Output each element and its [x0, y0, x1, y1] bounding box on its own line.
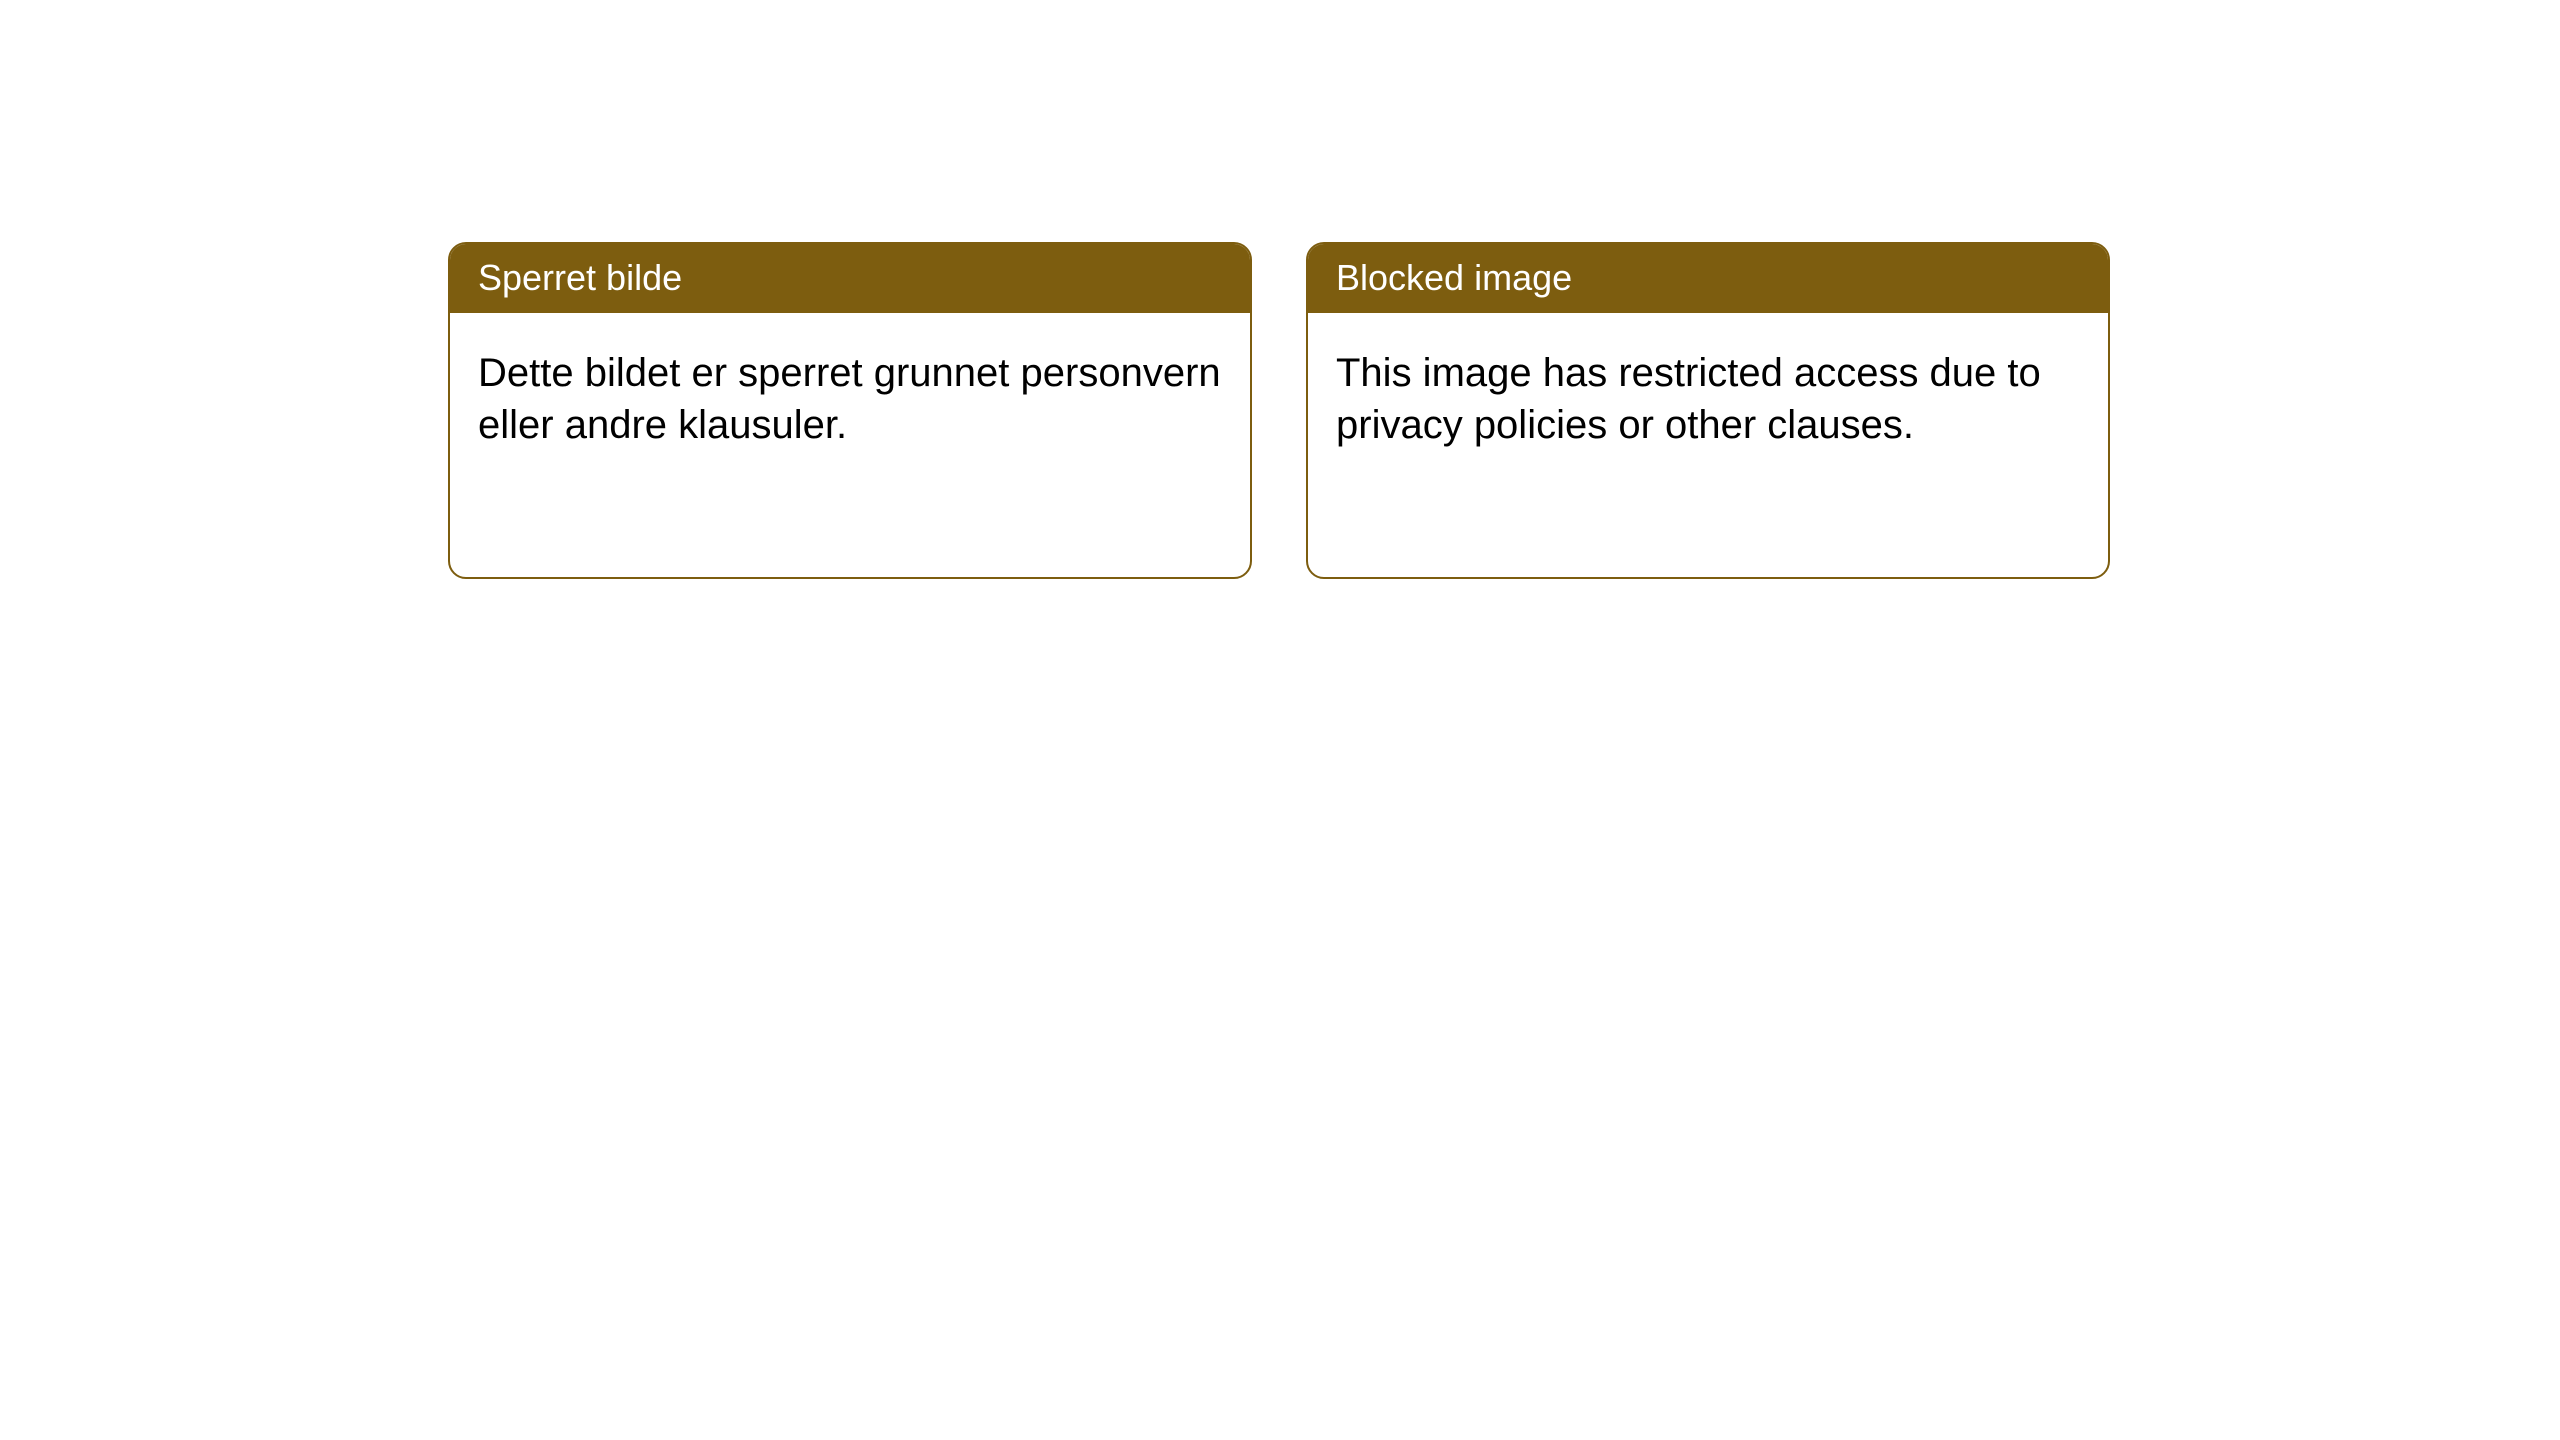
- notice-body: This image has restricted access due to …: [1308, 313, 2108, 577]
- notice-text: This image has restricted access due to …: [1336, 347, 2080, 451]
- notice-card-norwegian: Sperret bilde Dette bildet er sperret gr…: [448, 242, 1252, 579]
- notice-header: Sperret bilde: [450, 244, 1250, 313]
- notice-body: Dette bildet er sperret grunnet personve…: [450, 313, 1250, 577]
- notice-title: Sperret bilde: [478, 257, 682, 298]
- notice-text: Dette bildet er sperret grunnet personve…: [478, 347, 1222, 451]
- notice-header: Blocked image: [1308, 244, 2108, 313]
- notice-container: Sperret bilde Dette bildet er sperret gr…: [0, 0, 2560, 579]
- notice-title: Blocked image: [1336, 257, 1572, 298]
- notice-card-english: Blocked image This image has restricted …: [1306, 242, 2110, 579]
